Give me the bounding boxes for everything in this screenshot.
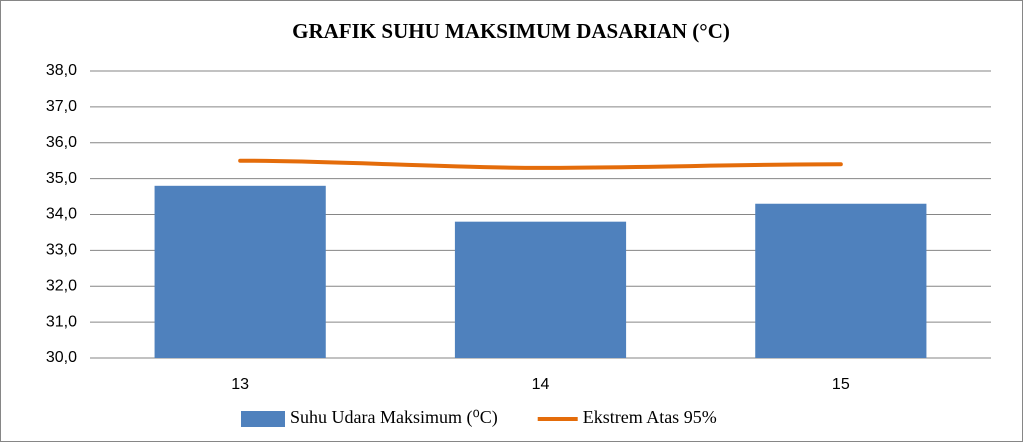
y-tick-label: 38,0 — [46, 62, 77, 79]
legend-label: Suhu Udara Maksimum (⁰C) — [290, 407, 498, 428]
chart-title: GRAFIK SUHU MAKSIMUM DASARIAN (°C) — [292, 19, 730, 43]
x-tick-label: 14 — [532, 376, 550, 393]
line — [238, 158, 843, 170]
bar — [755, 203, 927, 358]
bar — [154, 185, 326, 358]
y-tick-label: 33,0 — [46, 242, 77, 259]
bar — [454, 221, 627, 358]
x-tick-label: 13 — [231, 376, 249, 393]
y-tick-label: 36,0 — [46, 134, 77, 151]
x-tick-label: 15 — [832, 376, 850, 393]
y-tick-label: 32,0 — [46, 277, 77, 294]
y-tick-label: 30,0 — [46, 349, 77, 366]
y-tick-label: 34,0 — [46, 206, 77, 223]
legend-swatch — [241, 411, 285, 427]
y-tick-label: 35,0 — [46, 170, 77, 187]
y-tick-label: 31,0 — [46, 313, 77, 330]
legend-label: Ekstrem Atas 95% — [583, 407, 717, 427]
y-tick-label: 37,0 — [46, 98, 77, 115]
